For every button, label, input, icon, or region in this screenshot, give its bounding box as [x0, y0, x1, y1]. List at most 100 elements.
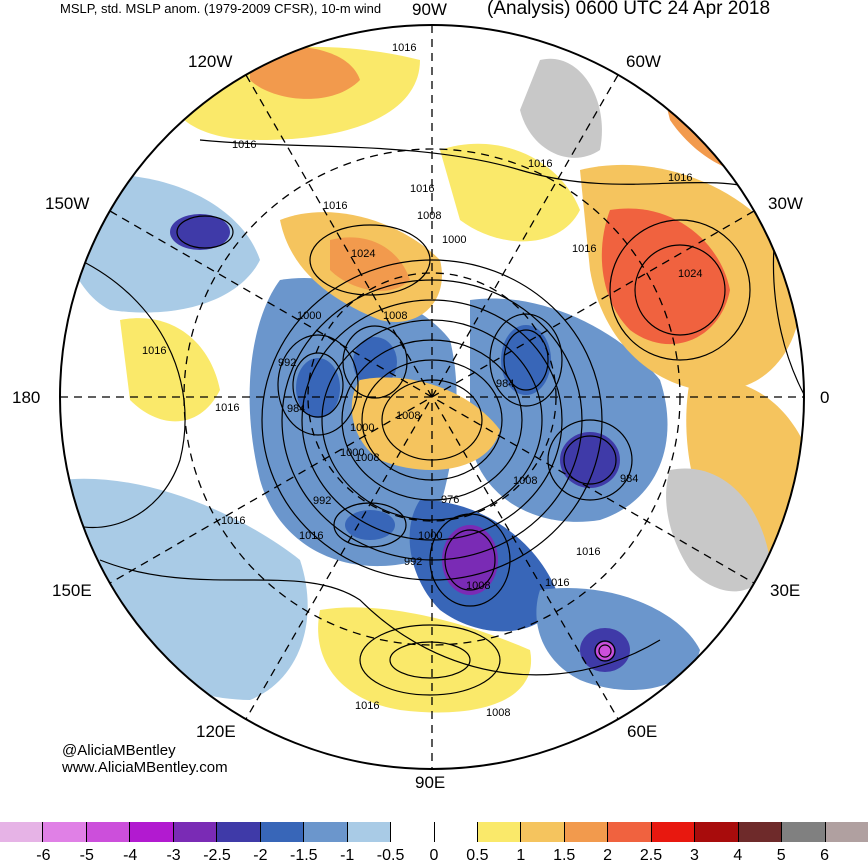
- credit-handle: @AliciaMBentley: [62, 742, 176, 759]
- anomaly-low: [170, 214, 230, 250]
- isobar-value-label: 1008: [396, 410, 421, 422]
- isobar-value-label: 992: [404, 556, 423, 568]
- longitude-label-0: 0: [820, 388, 830, 407]
- isobar-value-label: 1016: [355, 700, 380, 712]
- anomaly-low: [501, 325, 551, 395]
- colorbar: [0, 822, 868, 842]
- colorbar-tick-label: 4: [733, 847, 743, 864]
- longitude-label-180: 180: [12, 388, 41, 407]
- colorbar-swatch: [695, 822, 739, 842]
- colorbar-swatch: [130, 822, 174, 842]
- isobar-value-label: 1008: [417, 210, 442, 222]
- colorbar-ticks: -6 -5 -4 -3 -2.5 -2 -1.5 -1 -0.5 0 0.5 1 1.5 2 2.5 3 4 5 6: [0, 847, 868, 865]
- anomaly-positive-region: [318, 607, 532, 713]
- colorbar-tick-label: 0.5: [466, 847, 489, 864]
- colorbar-tick-label: -3: [166, 847, 181, 864]
- map-title: MSLP, std. MSLP anom. (1979-2009 CFSR), …: [60, 1, 382, 16]
- graticule: [60, 25, 804, 769]
- credit-website: www.AliciaMBentley.com: [62, 759, 228, 776]
- anomaly-field: [60, 46, 804, 713]
- longitude-label-30w: 30W: [768, 194, 803, 213]
- isobar-value-label: 1024: [678, 268, 703, 280]
- isobar-value-label: 984: [620, 473, 639, 485]
- isobar-value-label: 992: [313, 495, 332, 507]
- longitude-label-90w: 90W: [412, 0, 447, 19]
- longitude-label-150w: 150W: [45, 194, 90, 213]
- isobar-value-label: 1016: [221, 515, 246, 527]
- isobar-value-label: 1016: [299, 530, 324, 542]
- isobar-value-label: 1016: [668, 172, 693, 184]
- isobar-value-label: 1000: [340, 447, 365, 459]
- longitude-label-120w: 120W: [188, 52, 233, 71]
- colorbar-tick-label: 3: [689, 847, 699, 864]
- colorbar-tick-label: -2.5: [203, 847, 231, 864]
- colorbar-swatch: [0, 822, 44, 842]
- isobar-value-label: 1000: [418, 530, 443, 542]
- isobar-value-label: 976: [441, 494, 460, 506]
- colorbar-swatch: [434, 822, 478, 842]
- isobar-value-label: 1008: [383, 310, 408, 322]
- colorbar-tick-label: 6: [820, 847, 830, 864]
- colorbar-tick-label: 5: [776, 847, 786, 864]
- anomaly-positive-region: [330, 237, 410, 291]
- colorbar-swatch: [564, 822, 609, 842]
- colorbar-swatch: [86, 822, 131, 842]
- colorbar-swatch: [608, 822, 652, 842]
- isobar-value-label: 1016: [576, 546, 601, 558]
- isobar-value-label: 1016: [142, 345, 167, 357]
- colorbar-swatch: [521, 822, 565, 842]
- valid-time: (Analysis) 0600 UTC 24 Apr 2018: [487, 0, 771, 19]
- isobar-value-label: 984: [496, 378, 515, 390]
- land-region: [666, 468, 770, 592]
- isobar-value-label: 1016: [215, 402, 240, 414]
- anomaly-low: [442, 525, 498, 595]
- colorbar-swatch: [391, 822, 435, 842]
- land-region: [520, 58, 602, 158]
- isobar-value-label: 1016: [528, 158, 553, 170]
- longitude-label-60e: 60E: [627, 722, 658, 741]
- colorbar-tick-label: -1.5: [290, 847, 318, 864]
- longitude-label-90e: 90E: [415, 773, 446, 792]
- isobar-value-label: 1016: [232, 139, 257, 151]
- isobar-value-label: 984: [287, 403, 306, 415]
- isobar-value-label: 1016: [545, 577, 570, 589]
- isobar-value-label: 1008: [355, 452, 380, 464]
- colorbar-swatch: [651, 822, 696, 842]
- longitude-label-30e: 30E: [770, 581, 801, 600]
- colorbar-tick-label: -1: [340, 847, 355, 864]
- colorbar-tick-label: -4: [123, 847, 138, 864]
- isobar-value-label: 1016: [392, 42, 417, 54]
- colorbar-tick-label: -5: [79, 847, 94, 864]
- anomaly-negative-region: [120, 558, 260, 666]
- colorbar-swatch: [825, 822, 868, 842]
- isobar-value-label: 1008: [486, 707, 511, 719]
- colorbar-swatch: [173, 822, 218, 842]
- colorbar-tick-label: -6: [36, 847, 51, 864]
- isobar-value-label: 1016: [323, 200, 348, 212]
- colorbar-tick-label: 1.5: [553, 847, 576, 864]
- anomaly-low: [560, 432, 620, 488]
- colorbar-tick-label: 0: [429, 847, 439, 864]
- longitude-label-60w: 60W: [626, 52, 661, 71]
- colorbar-swatch: [738, 822, 783, 842]
- colorbar-swatch: [43, 822, 87, 842]
- isobar-value-label: 1008: [466, 580, 491, 592]
- anomaly-positive-region: [601, 208, 730, 345]
- anomaly-positive-region: [440, 143, 580, 242]
- colorbar-swatch: [260, 822, 305, 842]
- longitude-label-120e: 120E: [196, 722, 236, 741]
- isobar-value-label: 1016: [410, 183, 435, 195]
- colorbar-tick-label: -2: [253, 847, 268, 864]
- map-boundary: [59, 24, 805, 770]
- isobar-value-label: 1000: [442, 234, 467, 246]
- isobar-value-label: 1000: [350, 422, 375, 434]
- colorbar-swatch: [217, 822, 261, 842]
- isobar-value-label: 992: [278, 357, 297, 369]
- isobar-value-label: 1000: [297, 310, 322, 322]
- colorbar-tick-label: 1: [516, 847, 526, 864]
- anomaly-low: [296, 358, 340, 418]
- isobar-value-label: 1024: [351, 248, 376, 260]
- colorbar-swatch: [477, 822, 522, 842]
- isobar-value-label: 1008: [513, 475, 538, 487]
